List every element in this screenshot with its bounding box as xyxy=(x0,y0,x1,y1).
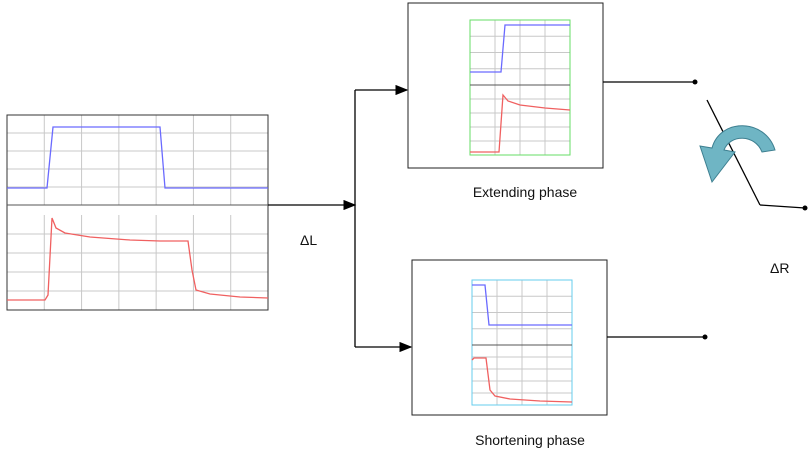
switch-arrow xyxy=(699,125,776,184)
terminal xyxy=(692,79,698,85)
grids xyxy=(7,20,572,405)
output-label: ΔR xyxy=(770,260,789,276)
extending-chart xyxy=(469,19,571,156)
output-line xyxy=(759,204,806,209)
input-panel xyxy=(6,114,269,311)
terminal xyxy=(702,334,708,340)
terminal xyxy=(802,205,808,211)
resistance-trace xyxy=(7,217,269,301)
resistance-trace xyxy=(470,93,571,153)
length-trace xyxy=(7,126,268,189)
length-trace xyxy=(470,24,570,73)
shortening-box xyxy=(411,259,608,416)
shortening-caption: Shortening phase xyxy=(475,432,585,448)
extending-caption: Extending phase xyxy=(473,184,578,200)
shortening-chart xyxy=(471,279,573,406)
input-label: ΔL xyxy=(300,232,317,248)
resistance-trace xyxy=(471,357,573,403)
length-trace xyxy=(472,284,572,326)
extending-box xyxy=(407,2,604,169)
